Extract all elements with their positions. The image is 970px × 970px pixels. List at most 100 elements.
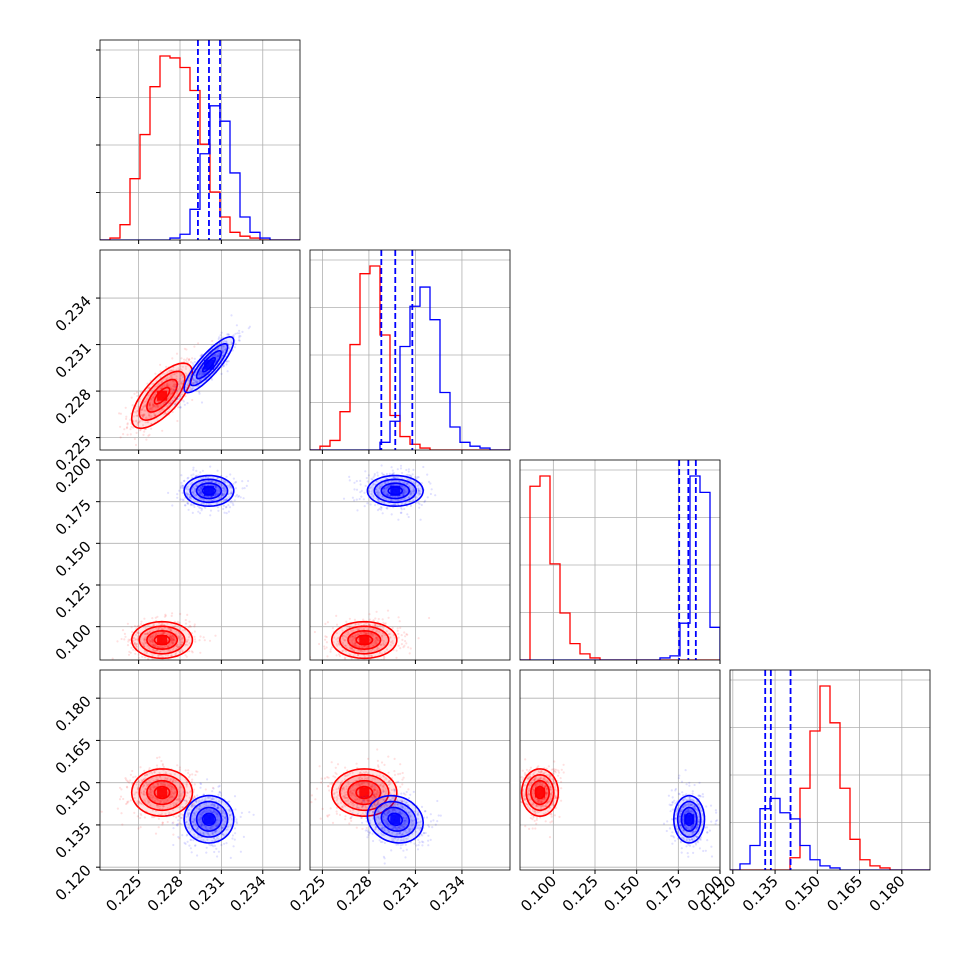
sample-point [198,489,201,492]
sample-point [188,620,191,623]
sample-point [361,812,364,815]
sample-point [137,631,140,635]
sample-point [212,837,215,840]
sample-point [177,387,180,391]
sample-point [335,799,338,802]
sample-point [355,480,358,483]
sample-point [216,355,220,358]
sample-point [345,785,348,788]
sample-point [232,503,235,507]
sample-point [407,646,410,649]
sample-point [377,617,380,621]
sample-point [176,801,179,805]
sample-point [119,795,123,798]
sample-point [398,620,401,623]
sample-point [184,629,187,632]
sample-point [187,826,190,829]
sample-point [394,503,397,506]
sample-point [363,655,366,658]
sample-point [367,632,370,635]
sample-point [383,497,386,500]
sample-point [197,836,200,839]
sample-point [147,434,150,437]
sample-point [197,489,200,492]
sample-point [212,810,216,813]
sample-point [408,474,411,477]
sample-point [172,638,175,642]
sample-point [401,477,404,480]
sample-point [170,638,173,641]
sample-point [367,799,370,802]
sample-point [324,622,327,626]
sample-point [145,797,148,800]
sample-point [366,776,369,780]
sample-point [168,408,171,411]
sample-point [195,801,198,804]
sample-point [159,370,162,373]
sample-point [141,414,144,417]
sample-point [200,813,203,816]
sample-point [380,643,383,646]
sample-point [376,474,379,477]
sample-point [148,401,152,404]
sample-point [158,410,161,413]
sample-point [430,488,433,491]
sample-point [182,484,185,487]
sample-point [144,627,147,630]
sample-point [362,645,365,648]
sample-point [386,494,389,497]
sample-point [202,485,205,488]
sample-point [382,487,385,490]
sample-point [232,477,235,480]
sample-point [355,784,358,787]
sample-point [216,353,219,356]
sample-point [423,500,426,504]
sample-point [215,357,218,360]
sample-point [348,790,351,793]
contour-line [138,625,186,655]
sample-point [153,405,156,408]
sample-point [362,645,365,648]
sample-point [222,345,225,348]
sample-point [414,481,417,484]
sample-point [201,493,204,496]
sample-point [144,642,147,645]
density-peak [359,635,370,645]
sample-point [124,406,127,409]
sample-point [168,643,171,646]
sample-point [170,640,173,643]
sample-point [409,493,412,496]
sample-point [371,493,374,496]
sample-point [193,818,196,821]
sample-point [355,488,359,491]
sample-point [331,627,334,630]
sample-point [198,392,201,395]
sample-point [367,782,370,785]
sample-point [218,819,221,822]
sample-point [371,806,374,809]
sample-point [231,502,234,505]
sample-point [341,637,344,640]
y-tick-label: 0.231 [52,339,95,382]
sample-point [216,855,219,858]
sample-point [142,790,145,794]
sample-point [427,480,431,483]
sample-point [354,798,357,801]
sample-point [408,652,411,655]
sample-point [370,477,373,480]
sample-point [143,774,146,777]
sample-point [359,649,362,652]
sample-point [225,511,228,515]
sample-point [214,485,217,488]
sample-point [197,800,201,803]
sample-point [139,419,142,422]
sample-point [373,795,377,798]
sample-point [182,379,185,382]
sample-point [228,816,231,819]
sample-point [194,822,197,826]
sample-point [363,645,366,648]
sample-point [186,357,189,360]
sample-point [199,489,202,493]
sample-point [188,808,191,811]
sample-point [198,491,201,494]
